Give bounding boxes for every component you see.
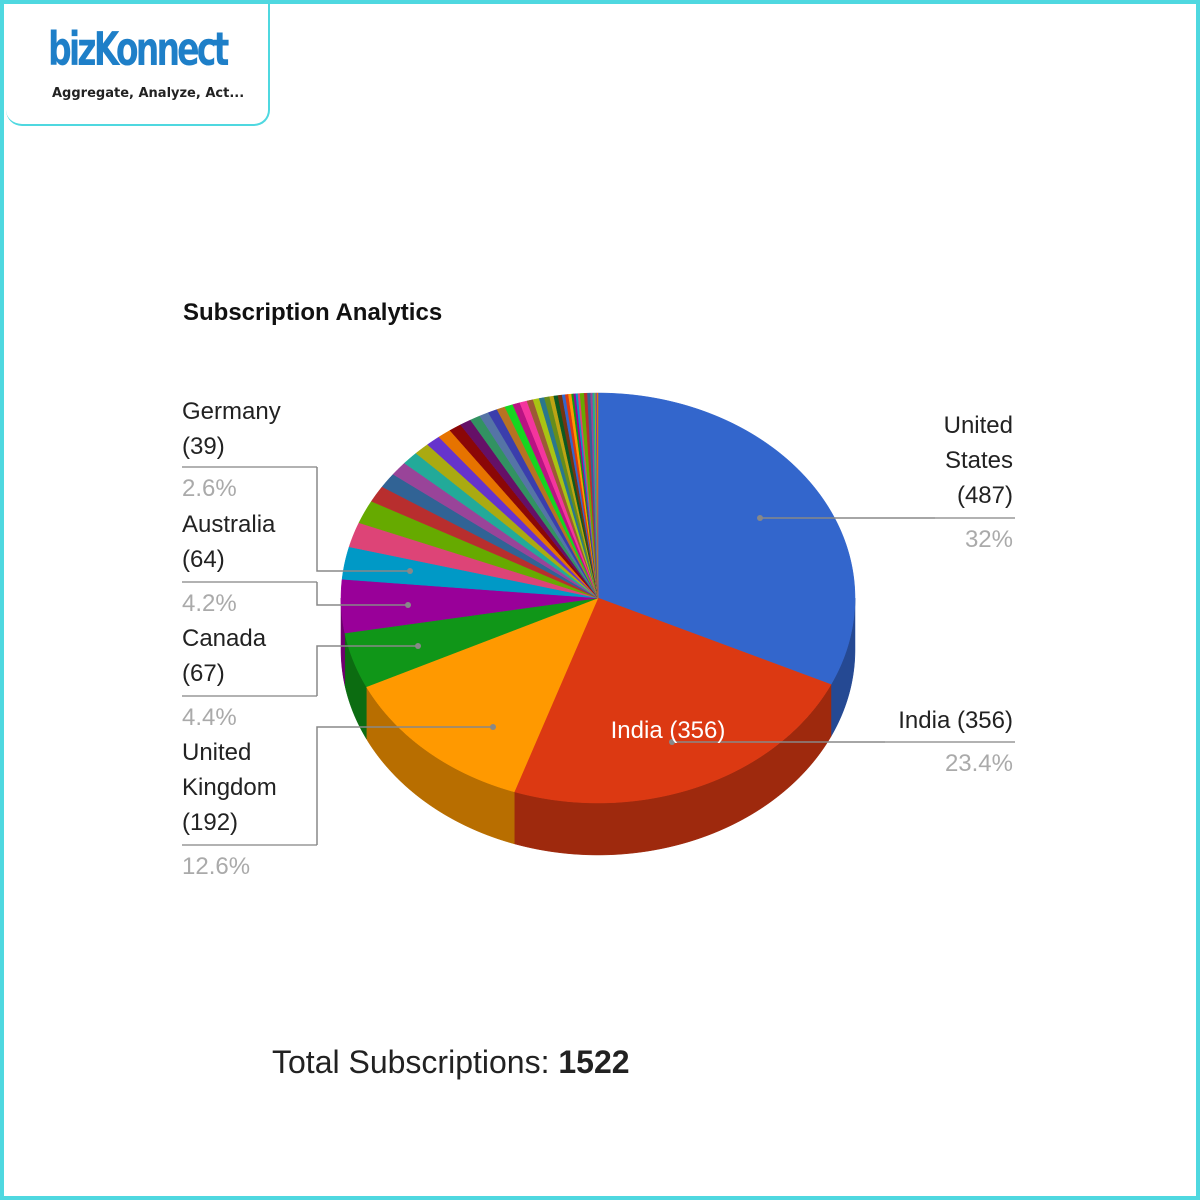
leader-dot (757, 515, 763, 521)
slice-name: United Kingdom (182, 739, 277, 801)
total: Total Subscriptions: 1522 (272, 1044, 630, 1081)
slice-percent: 2.6% (182, 475, 237, 502)
leader-line (316, 582, 408, 606)
slice-name: Germany (182, 398, 281, 425)
total-value: 1522 (558, 1044, 630, 1080)
slice-name: India (898, 707, 951, 734)
slice-label: United Kingdom (192) (182, 735, 307, 840)
slice (597, 392, 856, 685)
chart-title: Subscription Analytics (183, 299, 443, 326)
slice (348, 522, 599, 599)
slice (392, 462, 599, 599)
leader-line (316, 645, 418, 696)
slice-value: (64) (182, 546, 225, 573)
slice-value: (356) (956, 707, 1013, 734)
logo: bizKonnect Aggregate, Analyze, Act... (6, 4, 270, 126)
slice (596, 392, 599, 599)
slice-value: (67) (182, 660, 225, 687)
slice-label: Germany (39) (182, 394, 292, 464)
slice-percent: 32% (964, 526, 1013, 553)
slice-label: India (356) (863, 703, 1013, 738)
slice-value: (192) (182, 809, 239, 836)
leader-dot (415, 643, 421, 649)
slice (365, 597, 599, 793)
slice-value: (487) (956, 482, 1013, 509)
leader-dot (405, 602, 411, 608)
leader-line (316, 467, 410, 572)
logo-text: bizKonnect (48, 22, 229, 76)
slice (513, 597, 832, 804)
slice (340, 578, 599, 634)
chart: India (356) (182, 392, 1015, 856)
leader-dot (490, 724, 496, 730)
total-label: Total Subscriptions: (272, 1044, 550, 1080)
slice (371, 486, 599, 599)
slice-name: United States (943, 412, 1013, 474)
slice-percent: 4.2% (182, 590, 237, 617)
tagline: Aggregate, Analyze, Act... (52, 86, 245, 101)
leader-dot (669, 739, 675, 745)
slice-percent: 23.4% (944, 750, 1013, 777)
slice-label: Australia (64) (182, 507, 292, 577)
leader-line (316, 726, 493, 845)
slice-label: Canada (67) (182, 621, 292, 691)
slice (358, 500, 599, 599)
slice (381, 473, 599, 599)
slice-name: Australia (182, 511, 276, 538)
slice (341, 546, 599, 599)
slice-label: United States (487) (913, 408, 1013, 513)
slice-name: Canada (182, 625, 267, 652)
slice-percent: 4.4% (182, 704, 237, 731)
slice (344, 597, 599, 688)
leader-dot (407, 568, 413, 574)
slice-percent: 12.6% (182, 853, 251, 880)
slice-value: (39) (182, 433, 225, 460)
inside-label: India (356) (611, 717, 726, 744)
